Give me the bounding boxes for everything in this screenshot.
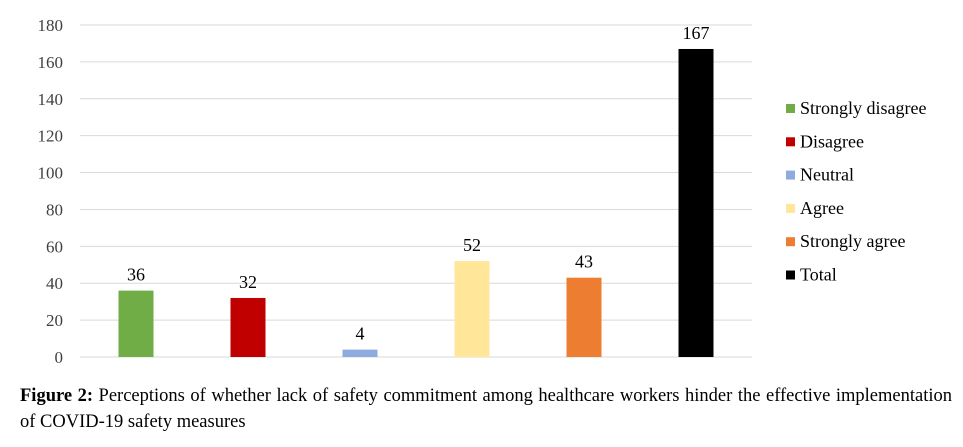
y-tick-label: 120: [38, 127, 64, 146]
legend-entry: Strongly agree: [800, 231, 905, 251]
data-label: 43: [575, 252, 593, 272]
data-labels: 36 32 4 52 43 167: [127, 23, 710, 344]
legend-swatch: [786, 270, 795, 280]
data-label: 4: [356, 324, 365, 344]
bar-strongly-disagree: [118, 290, 154, 357]
caption-text: Perceptions of whether lack of safety co…: [20, 386, 952, 432]
legend-entry: Agree: [800, 198, 844, 218]
figure-caption: Figure 2: Perceptions of whether lack of…: [20, 383, 952, 435]
y-tick-label: 180: [38, 16, 64, 35]
y-tick-label: 20: [46, 311, 63, 330]
legend-swatch: [786, 137, 795, 147]
legend-swatch: [786, 203, 795, 213]
bar-total: [678, 48, 714, 357]
data-label: 52: [463, 235, 481, 255]
data-label: 167: [683, 23, 710, 43]
legend-entry: Disagree: [800, 131, 864, 151]
y-tick-label: 40: [46, 274, 63, 293]
bar-agree: [454, 261, 490, 357]
legend-swatch: [786, 170, 795, 180]
bar-neutral: [342, 349, 378, 357]
y-tick-label: 100: [38, 164, 64, 183]
legend-swatch: [786, 237, 795, 247]
y-tick-label: 140: [38, 90, 64, 109]
bar-strongly-agree: [566, 277, 602, 357]
legend-entry: Neutral: [800, 165, 854, 185]
gridlines: [80, 24, 752, 321]
y-axis-ticks: 0 20 40 60 80 100 120 140 160 180: [38, 16, 64, 367]
y-tick-label: 60: [46, 237, 63, 256]
legend-entry: Total: [800, 265, 837, 285]
y-tick-label: 80: [46, 200, 63, 219]
legend-swatch: [786, 104, 795, 113]
bar-disagree: [230, 297, 266, 357]
bars: [118, 48, 714, 357]
data-label: 32: [239, 272, 257, 292]
y-tick-label: 160: [38, 53, 64, 72]
legend: Strongly disagree Disagree Neutral Agree Str…: [786, 98, 926, 285]
y-tick-label: 0: [55, 348, 64, 367]
caption-label: Figure 2:: [20, 386, 94, 406]
legend-entry: Strongly disagree: [800, 98, 926, 118]
bar-chart: 0 20 40 60 80 100 120 140 160 180 36 32 4 52 43 167 St…: [38, 16, 927, 367]
data-label: 36: [127, 265, 145, 285]
